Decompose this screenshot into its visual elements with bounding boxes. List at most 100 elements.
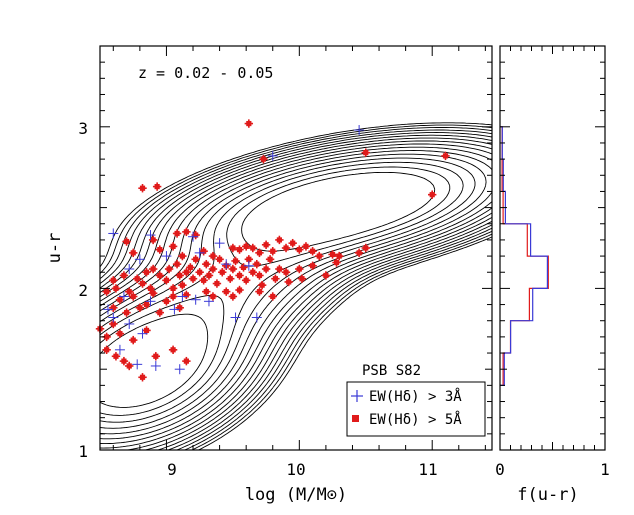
- series-ew3: [102, 125, 365, 375]
- data-point-ew5-36: [361, 243, 370, 253]
- data-point-ew3-20: [251, 312, 262, 323]
- x-tick-label-10: 10: [286, 460, 305, 479]
- data-point-ew5-30: [301, 242, 311, 251]
- data-point-ew5-61: [208, 264, 218, 274]
- data-point-ew5-29: [295, 245, 304, 254]
- data-point-ew3-1: [354, 125, 365, 136]
- x-tick-label-9: 9: [167, 460, 177, 479]
- data-point-ew3-5: [188, 231, 199, 242]
- data-point-ew3-13: [118, 291, 129, 302]
- data-point-ew5-23: [255, 248, 264, 258]
- data-point-ew5-4: [441, 151, 450, 161]
- data-point-ew5-97: [162, 297, 171, 306]
- legend: PSB S82 EW(Hδ) > 3Å EW(Hδ) > 5Å: [346, 363, 486, 437]
- data-point-ew5-91: [122, 308, 131, 317]
- data-point-ew5-34: [334, 251, 344, 261]
- data-point-ew5-13: [129, 248, 138, 258]
- data-point-ew5-27: [281, 243, 291, 253]
- redshift-annotation: z = 0.02 - 0.05: [138, 64, 273, 82]
- data-point-ew5-119: [151, 352, 161, 361]
- data-point-ew5-57: [195, 268, 204, 277]
- data-point-ew5-70: [239, 263, 248, 272]
- data-point-ew5-38: [111, 284, 121, 293]
- legend-marker-star: [352, 415, 359, 422]
- x-tick-label-11: 11: [418, 460, 437, 479]
- data-point-ew5-24: [261, 240, 271, 249]
- data-point-ew5-79: [271, 274, 280, 283]
- data-point-ew3-15: [169, 304, 180, 315]
- data-point-ew5-82: [284, 277, 293, 287]
- series-ew5: [95, 119, 450, 382]
- data-point-ew3-4: [145, 230, 156, 241]
- data-point-ew5-98: [168, 292, 178, 301]
- data-point-ew3-14: [145, 296, 156, 307]
- data-point-ew5-5: [138, 184, 147, 193]
- data-point-ew3-16: [177, 291, 188, 302]
- data-point-ew3-24: [137, 328, 148, 339]
- y-tick-label-2: 2: [78, 281, 88, 300]
- y-tick-label-3: 3: [78, 119, 88, 138]
- data-point-ew5-40: [125, 287, 134, 296]
- data-point-ew3-26: [132, 359, 143, 370]
- legend-box: [346, 381, 486, 437]
- data-point-ew5-115: [111, 352, 121, 361]
- data-point-ew5-76: [257, 280, 267, 290]
- data-point-ew5-1: [244, 119, 254, 128]
- data-point-ew5-89: [109, 303, 118, 312]
- data-point-ew5-75: [255, 271, 264, 280]
- hist-x-tick-label-1: 1: [600, 460, 610, 479]
- data-point-ew5-7: [428, 190, 437, 199]
- data-point-ew5-96: [155, 308, 164, 317]
- data-point-ew3-2: [267, 150, 278, 161]
- data-point-ew3-10: [194, 247, 205, 258]
- data-point-ew5-39: [119, 271, 129, 280]
- data-point-ew5-104: [228, 292, 238, 301]
- data-point-ew5-49: [168, 284, 178, 293]
- data-point-ew3-28: [174, 364, 185, 375]
- data-point-ew5-64: [218, 268, 227, 277]
- data-point-ew5-47: [162, 276, 171, 285]
- data-point-ew3-9: [161, 251, 172, 262]
- hist-x-tick-label-0: 0: [495, 460, 505, 479]
- contour-level-13: [99, 157, 476, 429]
- data-point-ew5-83: [295, 264, 304, 274]
- data-point-ew5-116: [119, 356, 129, 366]
- data-point-ew5-93: [135, 303, 145, 312]
- data-point-ew3-27: [150, 360, 161, 371]
- data-point-ew5-18: [208, 251, 218, 261]
- data-point-ew5-19: [228, 243, 238, 253]
- data-point-ew5-46: [155, 271, 164, 280]
- data-point-ew5-74: [252, 259, 261, 269]
- data-point-ew5-60: [204, 271, 214, 280]
- data-point-ew5-84: [297, 274, 307, 283]
- data-point-ew5-42: [138, 279, 147, 288]
- data-point-ew5-26: [275, 235, 284, 245]
- x-axis-label: log (M/M⊙): [245, 485, 347, 505]
- data-point-ew5-44: [146, 284, 155, 293]
- data-point-ew5-95: [148, 289, 158, 298]
- legend-marker-plus: [351, 390, 363, 402]
- data-point-ew5-85: [308, 261, 317, 270]
- contour-level-10: [99, 146, 493, 445]
- data-point-ew5-17: [199, 247, 208, 256]
- data-point-ew5-62: [212, 279, 222, 288]
- data-point-ew5-66: [226, 274, 235, 283]
- data-point-ew5-67: [228, 264, 238, 274]
- data-point-ew5-63: [215, 255, 224, 264]
- data-point-ew3-22: [108, 312, 119, 323]
- hist-x-axis-label: f(u-r): [517, 485, 578, 505]
- histogram-axis-ticks: [499, 46, 606, 451]
- contour-level-15: [99, 166, 451, 416]
- data-point-ew5-78: [265, 255, 275, 264]
- data-point-ew5-6: [152, 182, 162, 191]
- data-point-ew5-25: [268, 247, 277, 256]
- data-point-ew5-51: [175, 271, 184, 280]
- histogram-panel: 0 1 f(u-r): [495, 45, 610, 505]
- legend-label-ew3: EW(Hδ) > 3Å: [369, 388, 462, 405]
- data-point-ew5-92: [129, 292, 138, 301]
- contour-level-1: [99, 122, 493, 451]
- data-point-ew5-112: [129, 335, 138, 345]
- data-point-ew5-101: [202, 287, 211, 296]
- legend-label-ew5: EW(Hδ) > 5Å: [369, 411, 462, 428]
- data-point-ew5-55: [188, 274, 198, 283]
